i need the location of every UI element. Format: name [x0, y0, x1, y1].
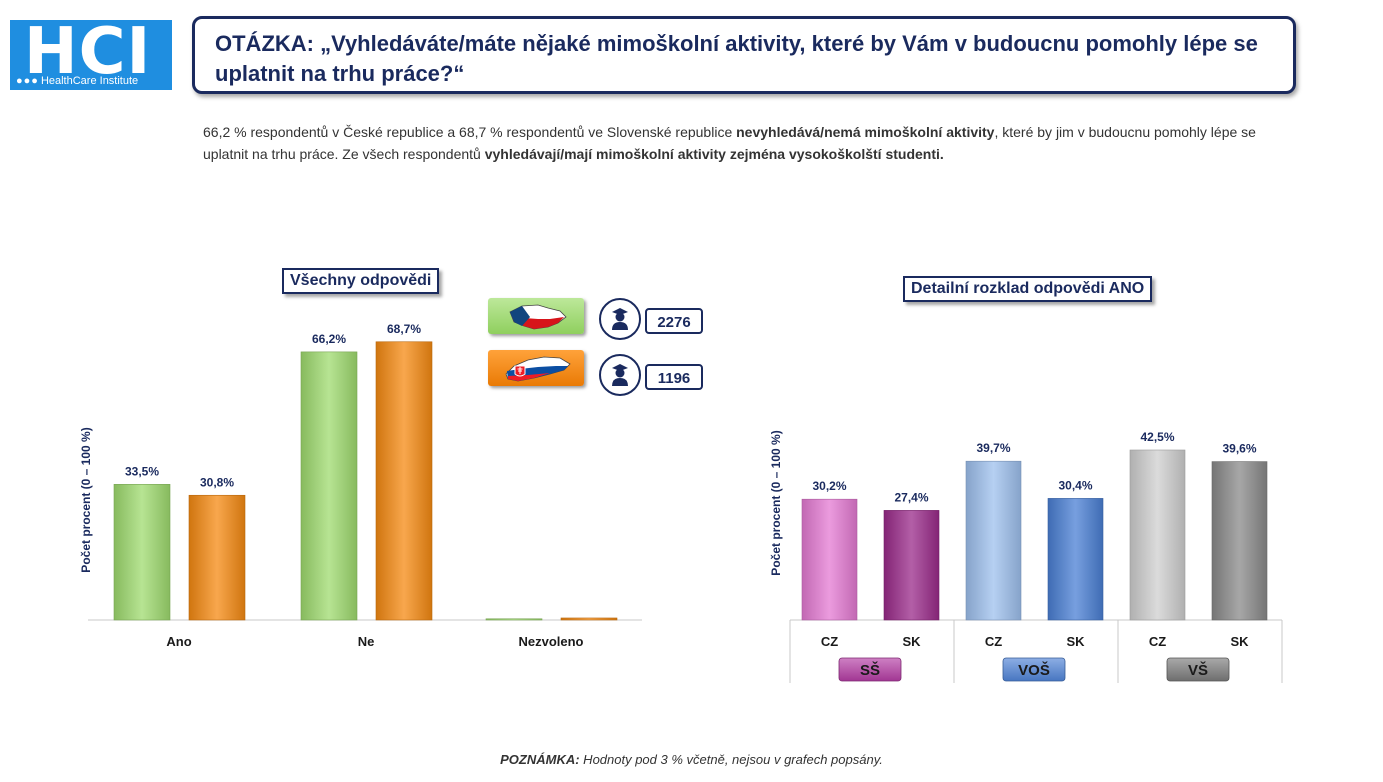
bar-ano-cz [113, 484, 171, 621]
bar-ne-sk [375, 341, 433, 621]
country-label: CZ [1149, 634, 1166, 649]
bar-ano-sk [188, 494, 246, 621]
czech-flag-map-icon [488, 298, 584, 334]
chart-yes-breakdown: Počet procent (0 – 100 %) 30,2% CZ 27,4% SK S… [769, 430, 1283, 683]
country-label: CZ [821, 634, 838, 649]
data-label: 39,6% [1222, 442, 1256, 456]
summary-part-1: 66,2 % respondentů v České republice a 6… [203, 124, 737, 140]
bar-nezvoleno-cz [485, 618, 543, 621]
chart1-title: Všechny odpovědi [282, 268, 440, 294]
bar-vš-sk [1211, 461, 1268, 621]
category-label: Ne [358, 634, 375, 649]
footnote-text: Hodnoty pod 3 % včetně, nejsou v grafech… [579, 752, 883, 767]
group-label: VŠ [1188, 661, 1208, 679]
summary-text: 66,2 % respondentů v České republice a 6… [203, 121, 1288, 165]
cz-respondent-count: 2276 [645, 308, 703, 334]
y-axis-label: Počet procent (0 – 100 %) [79, 427, 93, 572]
category-label: Nezvoleno [518, 634, 583, 649]
question-box: OTÁZKA: „Vyhledáváte/máte nějaké mimoško… [192, 16, 1296, 94]
bar-sš-cz [801, 498, 858, 621]
logo-mark: HCI [24, 15, 152, 89]
group-badge [838, 657, 902, 682]
data-label: 33,5% [125, 464, 159, 478]
footnote-label: POZNÁMKA: [500, 752, 580, 767]
country-label: SK [1066, 634, 1085, 649]
logo-subtitle-text: HealthCare Institute [40, 75, 139, 87]
group-label: VOŠ [1018, 661, 1050, 679]
summary-bold-2: vyhledávají/mají mimoškolní aktivity zej… [484, 146, 944, 162]
data-label: 42,5% [1140, 430, 1174, 444]
country-label: SK [1230, 634, 1249, 649]
hci-logo: HCI ●●● HealthCare Institute [10, 15, 172, 90]
country-label: SK [902, 634, 921, 649]
bar-vš-cz [1129, 449, 1186, 621]
slovak-flag-map-icon [488, 350, 584, 386]
bar-nezvoleno-sk [560, 617, 618, 621]
group-label: SŠ [860, 661, 880, 679]
data-label: 30,8% [200, 475, 234, 489]
question-text: OTÁZKA: „Vyhledáváte/máte nějaké mimoško… [215, 31, 1258, 86]
data-label: 30,2% [812, 479, 846, 493]
data-label: 27,4% [894, 490, 928, 504]
footnote: POZNÁMKA: Hodnoty pod 3 % včetně, nejsou… [0, 752, 1383, 767]
y-axis-label: Počet procent (0 – 100 %) [769, 430, 783, 575]
respondent-icon [599, 298, 641, 340]
bar-voš-cz [965, 460, 1022, 621]
group-badge [1166, 657, 1230, 682]
sk-respondent-count: 1196 [645, 364, 703, 390]
logo-subtitle: ●●● HealthCare Institute [16, 75, 139, 87]
bar-ne-cz [300, 351, 358, 621]
country-label: CZ [985, 634, 1002, 649]
data-label: 66,2% [312, 332, 346, 346]
chart2-title: Detailní rozklad odpovědi ANO [903, 276, 1153, 302]
summary-part-2: , které by jim v budoucnu pomohly lépe s… [203, 124, 1256, 162]
data-label: 30,4% [1058, 478, 1092, 492]
data-label: 39,7% [976, 441, 1010, 455]
summary-bold-1: nevyhledává/nemá mimoškolní aktivity [736, 124, 995, 140]
chart-all-answers: Počet procent (0 – 100 %) 33,5% 30,8% Ano 66… [79, 322, 642, 649]
group-badge [1002, 657, 1066, 682]
bar-sš-sk [883, 510, 940, 621]
bar-voš-sk [1047, 498, 1104, 621]
respondent-icon [599, 354, 641, 396]
data-label: 68,7% [387, 322, 421, 336]
category-label: Ano [166, 634, 191, 649]
